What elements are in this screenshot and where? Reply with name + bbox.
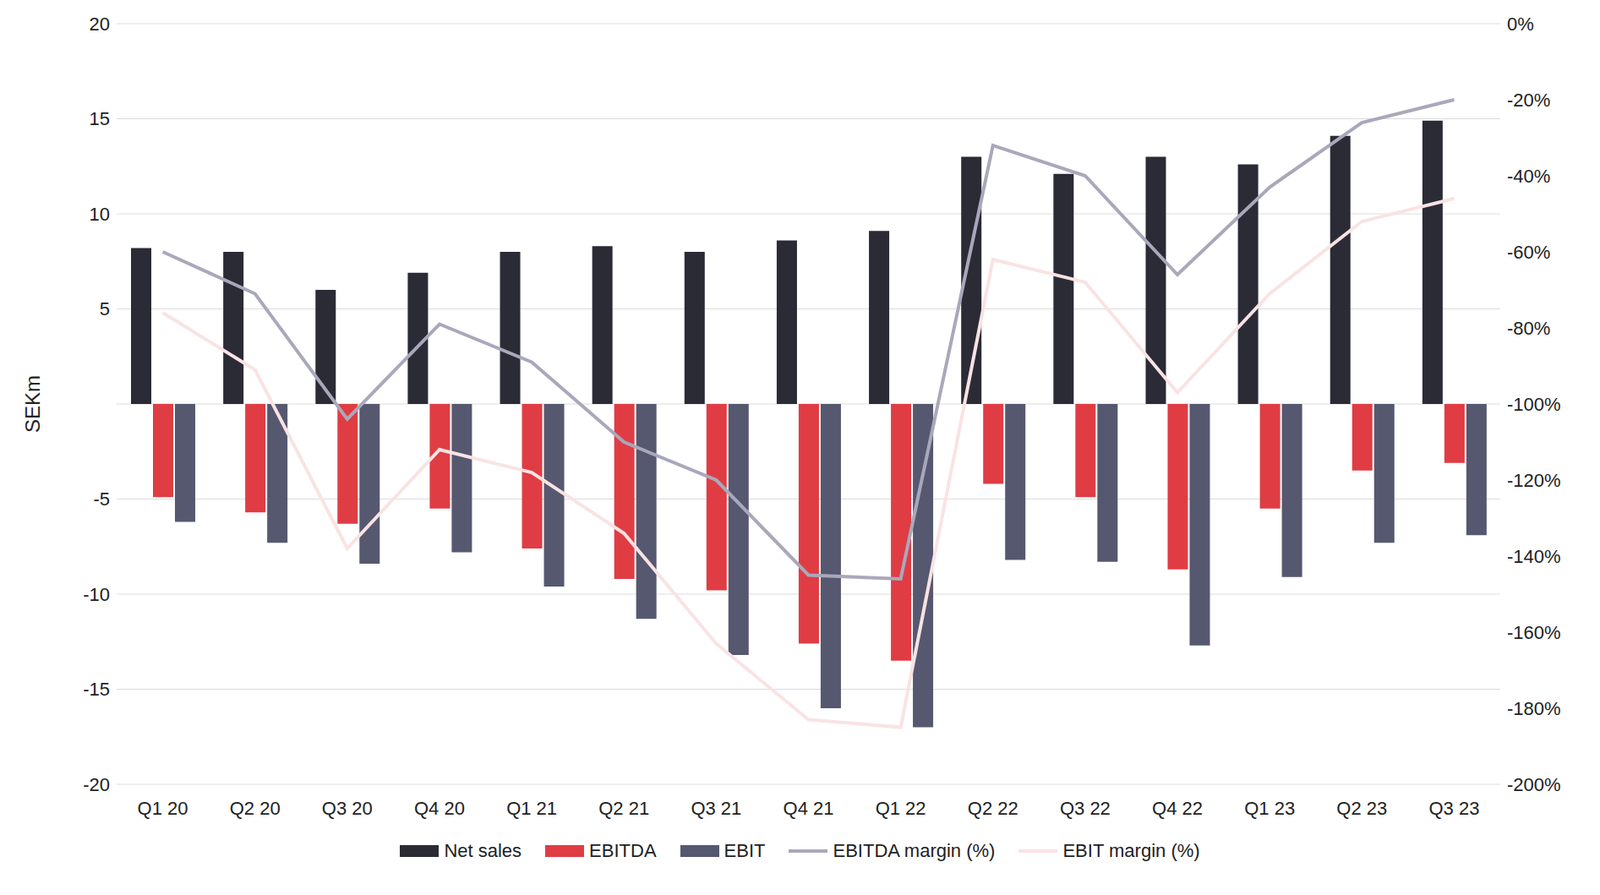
svg-text:15: 15	[89, 108, 110, 130]
svg-text:Q1 23: Q1 23	[1244, 797, 1295, 820]
svg-text:-40%: -40%	[1507, 165, 1551, 187]
svg-text:Q2 21: Q2 21	[598, 797, 650, 820]
svg-text:Q4 20: Q4 20	[414, 797, 465, 820]
svg-text:Q4 22: Q4 22	[1152, 797, 1203, 820]
svg-text:5: 5	[99, 298, 110, 320]
svg-text:-140%: -140%	[1507, 546, 1562, 568]
svg-text:Q2 23: Q2 23	[1336, 797, 1388, 820]
svg-text:Q3 22: Q3 22	[1059, 797, 1111, 820]
svg-text:-10: -10	[82, 584, 110, 606]
svg-text:-20: -20	[82, 774, 110, 796]
html-text:Net sales: Net sales	[444, 840, 522, 862]
svg-text:-100%: -100%	[1507, 393, 1562, 416]
html-text:EBIT: EBIT	[724, 840, 766, 862]
svg-text:Q4 21: Q4 21	[783, 797, 835, 820]
svg-text:-60%: -60%	[1507, 241, 1551, 263]
svg-text:SEKm: SEKm	[21, 375, 44, 433]
svg-text:Q1 21: Q1 21	[506, 797, 557, 820]
svg-text:-160%: -160%	[1507, 622, 1562, 644]
svg-text:Q3 21: Q3 21	[690, 797, 742, 820]
svg-text:-180%: -180%	[1507, 698, 1562, 720]
svg-text:Q1 20: Q1 20	[137, 797, 189, 820]
html-text:EBIT margin (%): EBIT margin (%)	[1062, 840, 1200, 862]
svg-text:-5: -5	[92, 488, 110, 510]
html-text:EBITDA: EBITDA	[589, 840, 657, 862]
svg-text:0%: 0%	[1507, 13, 1535, 35]
svg-text:10: 10	[89, 203, 110, 225]
svg-text:Q3 23: Q3 23	[1428, 797, 1480, 820]
svg-text:Q2 20: Q2 20	[229, 797, 281, 820]
svg-text:20: 20	[89, 13, 110, 35]
svg-text:Q1 22: Q1 22	[875, 797, 927, 820]
svg-text:-80%: -80%	[1507, 317, 1551, 339]
svg-text:Q2 22: Q2 22	[967, 797, 1019, 820]
svg-text:Q3 20: Q3 20	[322, 797, 373, 820]
svg-text:-120%: -120%	[1507, 469, 1562, 492]
svg-text:-200%: -200%	[1507, 774, 1562, 796]
html-text:EBITDA margin (%): EBITDA margin (%)	[832, 840, 996, 862]
svg-text:-15: -15	[82, 678, 110, 700]
svg-text:-20%: -20%	[1507, 89, 1551, 111]
